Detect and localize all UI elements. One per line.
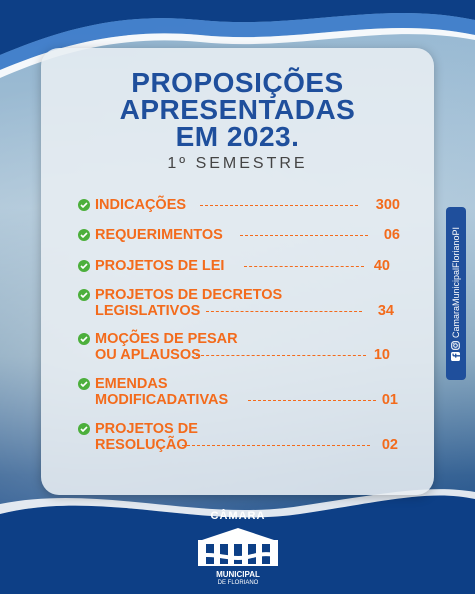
dash-leader <box>244 266 364 267</box>
logo-text-top: CÂMARA <box>210 510 266 522</box>
item-value: 10 <box>373 347 390 363</box>
list-item-requerimentos: REQUERIMENTOS 06 <box>78 227 400 243</box>
title-line-2: APRESENTADAS <box>119 94 356 125</box>
item-value: 40 <box>373 258 390 274</box>
facebook-icon <box>451 351 461 361</box>
check-circle-icon <box>78 229 90 241</box>
dash-leader <box>200 205 358 206</box>
social-handle-text: CamaraMunicipalFlorianoPI <box>446 207 466 380</box>
item-value: 34 <box>377 303 394 319</box>
logo-text-bottom: DE FLORIANO <box>217 580 259 586</box>
item-value: 300 <box>375 197 400 213</box>
content-card <box>41 48 434 495</box>
social-handle-tab[interactable]: CamaraMunicipalFlorianoPI <box>446 207 466 380</box>
title-line-3: EM 2023. <box>175 121 300 152</box>
dash-leader <box>196 355 366 356</box>
camara-municipal-logo: CÂMARA MUNICIPAL DE FLORIANO <box>192 510 284 590</box>
dash-leader <box>182 445 370 446</box>
list-item-emendas: EMENDAS MODIFICADATIVAS 01 <box>78 376 400 408</box>
item-value: 01 <box>381 392 398 408</box>
item-label-line-2: MODIFICADATIVAS <box>95 392 229 408</box>
item-label: MOÇÕES DE PESAR <box>95 331 238 347</box>
item-value: 02 <box>381 437 398 453</box>
check-circle-icon <box>78 289 90 301</box>
list-item-projetos-de-decretos: PROJETOS DE DECRETOS LEGISLATIVOS 34 <box>78 287 400 319</box>
check-circle-icon <box>78 199 90 211</box>
item-label: INDICAÇÕES <box>95 197 187 213</box>
item-label-line-2: LEGISLATIVOS <box>95 303 201 319</box>
list-item-projetos-de-resolucao: PROJETOS DE RESOLUÇÃO 02 <box>78 421 400 453</box>
list-item-indicacoes: INDICAÇÕES 300 <box>78 197 400 213</box>
item-label: EMENDAS <box>95 376 168 392</box>
dash-leader <box>240 235 368 236</box>
item-label: PROJETOS DE LEI <box>95 258 225 274</box>
top-wave-decoration <box>0 0 475 78</box>
item-value: 06 <box>383 227 400 243</box>
social-handle-label: CamaraMunicipalFlorianoPI <box>451 226 461 338</box>
item-label: PROJETOS DE <box>95 421 198 437</box>
list-item-projetos-de-lei: PROJETOS DE LEI 40 <box>78 258 400 274</box>
dash-leader <box>206 311 362 312</box>
check-circle-icon <box>78 333 90 345</box>
list-item-mocoes: MOÇÕES DE PESAR OU APLAUSOS 10 <box>78 331 400 363</box>
item-label: REQUERIMENTOS <box>95 227 223 243</box>
check-circle-icon <box>78 260 90 272</box>
dash-leader <box>248 400 376 401</box>
logo-text-middle: MUNICIPAL <box>216 570 260 579</box>
subtitle: 1º SEMESTRE <box>167 155 308 172</box>
check-circle-icon <box>78 378 90 390</box>
item-label-line-2: RESOLUÇÃO <box>95 437 188 453</box>
title-line-1: PROPOSIÇÕES <box>131 67 344 98</box>
item-label: PROJETOS DE DECRETOS <box>95 287 283 303</box>
check-circle-icon <box>78 423 90 435</box>
item-label-line-2: OU APLAUSOS <box>95 347 201 363</box>
building-emblem-icon <box>198 528 278 566</box>
instagram-icon <box>451 340 461 350</box>
